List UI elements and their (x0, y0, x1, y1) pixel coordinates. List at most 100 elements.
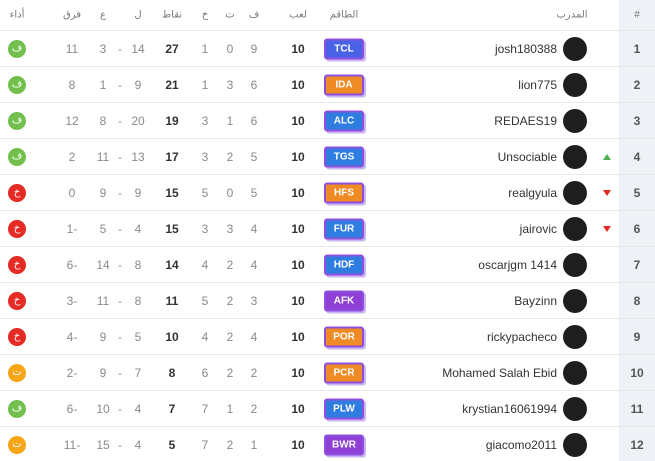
goals-against: 8 (99, 114, 107, 128)
form-badge: ف (8, 76, 26, 94)
played: 10 (291, 114, 305, 128)
losses: 1 (201, 42, 209, 56)
draws: 2 (226, 366, 234, 380)
played: 10 (291, 366, 305, 380)
table-row: ف 6- 10-4 7 7 1 2 10 PLW krystian16061994 11 (0, 390, 655, 426)
form-badge: ف (8, 400, 26, 418)
table-row: ت 11- 15-4 5 7 2 1 10 BWR giacomo2011 12 (0, 426, 655, 461)
losses: 4 (201, 258, 209, 272)
coach-name: oscarjgm 1414 (478, 258, 557, 272)
points: 21 (165, 78, 179, 92)
coach-avatar (563, 181, 587, 205)
goals-against: 10 (96, 402, 110, 416)
header-ga: ع (100, 9, 106, 21)
goals-for: 8 (134, 294, 142, 308)
goal-separator: - (118, 294, 122, 308)
rank: 10 (630, 366, 644, 380)
header-gf: ل (134, 9, 142, 21)
goals-for: 8 (134, 258, 142, 272)
losses: 5 (201, 186, 209, 200)
table-row: ف 11 3-14 27 1 0 9 10 TCL josh180388 1 (0, 30, 655, 66)
goal-diff: 2- (66, 366, 78, 380)
wins: 4 (250, 330, 258, 344)
goal-diff: 2 (68, 150, 76, 164)
goal-diff: 12 (65, 114, 79, 128)
team-badge: TGS (324, 146, 364, 168)
points: 10 (165, 330, 179, 344)
form-badge: خ (8, 328, 26, 346)
table-row: خ 3- 11-8 11 5 2 3 10 AFK Bayzinn 8 (0, 282, 655, 318)
points: 8 (168, 366, 176, 380)
coach-avatar (563, 145, 587, 169)
team-badge: AFK (324, 290, 364, 312)
draws: 2 (226, 294, 234, 308)
table-row: خ 4- 9-5 10 4 2 4 10 POR rickypacheco 9 (0, 318, 655, 354)
goal-diff: 6- (66, 258, 78, 272)
goal-diff: 4- (66, 330, 78, 344)
goals-for: 5 (134, 330, 142, 344)
points: 5 (168, 438, 176, 452)
losses: 3 (201, 114, 209, 128)
wins: 5 (250, 186, 258, 200)
goals-for: 20 (131, 114, 145, 128)
draws: 3 (226, 78, 234, 92)
team-badge: TCL (324, 38, 364, 60)
goal-diff: 1- (66, 222, 78, 236)
rank: 7 (633, 258, 641, 272)
coach-avatar (563, 325, 587, 349)
team-badge: HFS (324, 182, 364, 204)
rank: 5 (633, 186, 641, 200)
played: 10 (291, 402, 305, 416)
team-badge: FUR (324, 218, 364, 240)
losses: 1 (201, 78, 209, 92)
coach-avatar (563, 433, 587, 457)
played: 10 (291, 294, 305, 308)
header-form: أداء (9, 9, 25, 21)
form-badge: خ (8, 184, 26, 202)
goals-for: 13 (131, 150, 145, 164)
goal-separator: - (118, 402, 122, 416)
wins: 2 (250, 402, 258, 416)
goals-for: 7 (134, 366, 142, 380)
goals-for: 14 (131, 42, 145, 56)
team-badge: BWR (324, 434, 364, 456)
header-coach: المدرب (556, 9, 588, 21)
rank: 6 (633, 222, 641, 236)
header-draws: ت (225, 9, 235, 21)
table-row: ف 2 11-13 17 3 2 5 10 TGS Unsociable 4 (0, 138, 655, 174)
wins: 2 (250, 366, 258, 380)
draws: 2 (226, 438, 234, 452)
goals-against: 9 (99, 186, 107, 200)
goals-against: 5 (99, 222, 107, 236)
goals-for: 4 (134, 402, 142, 416)
points: 15 (165, 186, 179, 200)
rank: 4 (633, 150, 641, 164)
goal-separator: - (118, 42, 122, 56)
goal-separator: - (118, 186, 122, 200)
played: 10 (291, 330, 305, 344)
header-losses: خ (201, 9, 209, 21)
goals-against: 11 (96, 150, 110, 164)
form-badge: ف (8, 40, 26, 58)
header-points: نقاط (161, 9, 183, 21)
team-badge: HDF (324, 254, 364, 276)
played: 10 (291, 438, 305, 452)
table-row: ف 8 1-9 21 1 3 6 10 IDA lion775 2 (0, 66, 655, 102)
form-badge: خ (8, 256, 26, 274)
losses: 3 (201, 150, 209, 164)
coach-name: josh180388 (494, 42, 557, 56)
goals-against: 1 (99, 78, 107, 92)
trend-down (603, 226, 611, 232)
goal-separator: - (118, 330, 122, 344)
coach-avatar (563, 397, 587, 421)
goal-separator: - (118, 366, 122, 380)
coach-avatar (563, 73, 587, 97)
rank: 1 (633, 42, 641, 56)
draws: 1 (226, 402, 234, 416)
goals-for: 4 (134, 438, 142, 452)
wins: 5 (250, 150, 258, 164)
coach-avatar (563, 289, 587, 313)
goal-diff: 0 (68, 186, 76, 200)
table-row: ت 2- 9-7 8 6 2 2 10 PCR Mohamed Salah Ebid 10 (0, 354, 655, 390)
